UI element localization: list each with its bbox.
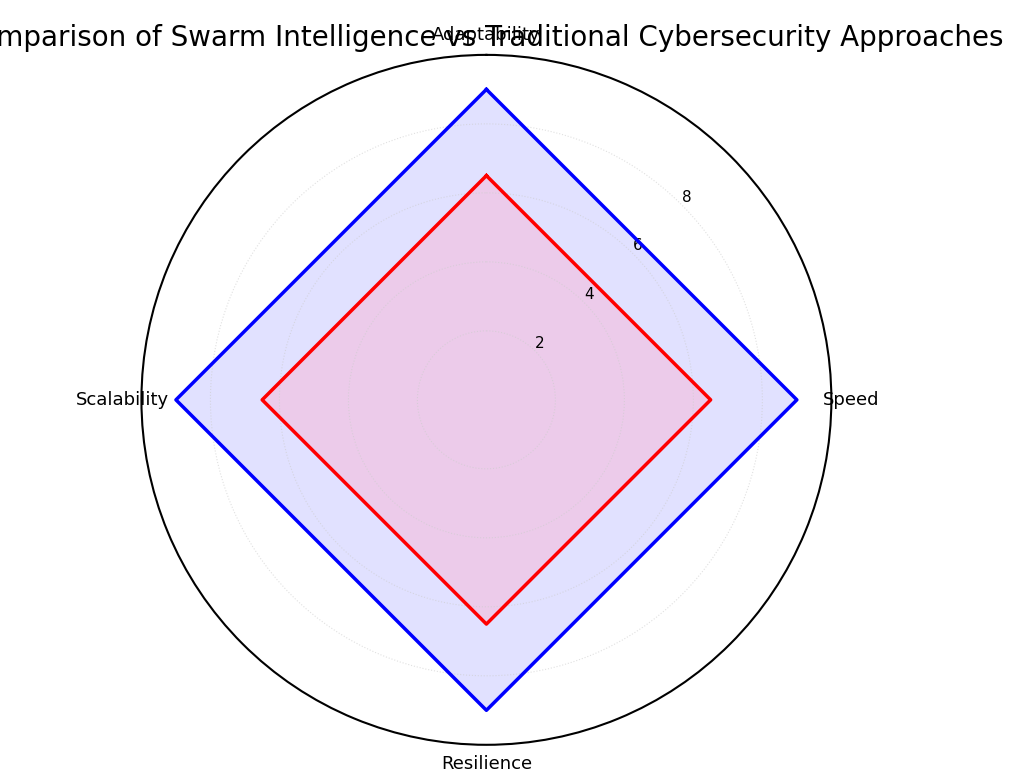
Line: Swarm Intelligence: Swarm Intelligence: [176, 89, 797, 710]
Swarm Intelligence: [480, 706, 493, 715]
Traditional Approach: [480, 619, 493, 629]
Traditional Approach: [256, 395, 268, 405]
Swarm Intelligence: [480, 85, 493, 94]
Traditional Approach: [480, 171, 493, 180]
Swarm Intelligence: [791, 395, 803, 405]
Polygon shape: [262, 176, 711, 624]
Swarm Intelligence: [480, 85, 493, 94]
Polygon shape: [176, 89, 797, 710]
Traditional Approach: [705, 395, 717, 405]
Text: Comparison of Swarm Intelligence vs Traditional Cybersecurity Approaches: Comparison of Swarm Intelligence vs Trad…: [0, 24, 1004, 52]
Line: Traditional Approach: Traditional Approach: [262, 176, 711, 624]
Swarm Intelligence: [170, 395, 182, 405]
Traditional Approach: [480, 171, 493, 180]
